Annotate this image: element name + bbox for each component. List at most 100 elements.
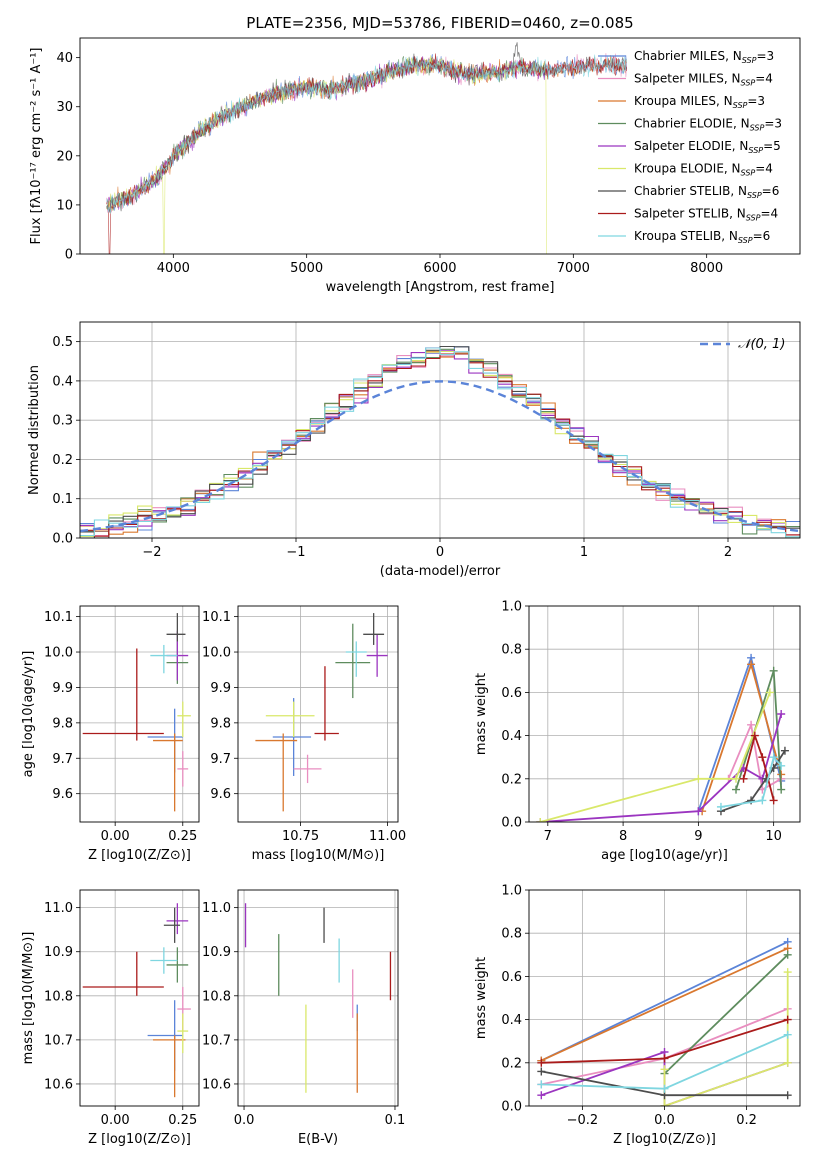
spectrum-line bbox=[106, 55, 627, 213]
y-tick-label: 0.6 bbox=[501, 686, 522, 701]
x-tick-label: 11.00 bbox=[369, 829, 406, 844]
x-axis-label: Z [log10(Z/Z⊙)] bbox=[88, 848, 191, 863]
plot-area bbox=[82, 903, 191, 1098]
legend-label: Kroupa STELIB, NSSP=6 bbox=[634, 229, 770, 245]
weight-marker bbox=[783, 1030, 792, 1039]
y-tick-label: 0.8 bbox=[501, 927, 522, 942]
y-tick-label: 0.5 bbox=[52, 335, 73, 350]
y-tick-label: 0 bbox=[65, 248, 73, 263]
y-tick-label: 10.9 bbox=[202, 945, 231, 960]
legend-label: Salpeter MILES, NSSP=4 bbox=[634, 72, 773, 88]
x-tick-label: 0.00 bbox=[101, 829, 130, 844]
weight-marker bbox=[777, 761, 786, 770]
x-tick-label: 7 bbox=[544, 829, 552, 844]
weight_vs_Z-panel: −0.2 0.0 0.2 0.0 0.2 0.4 0.6 0.8 1.0 Z [log10(Z/Z… bbox=[474, 884, 801, 1147]
weight-marker bbox=[660, 1102, 669, 1106]
x-tick-label: 0 bbox=[436, 545, 444, 560]
weight-marker bbox=[747, 720, 756, 729]
y-axis-label: mass weight bbox=[474, 957, 489, 1039]
y-tick-label: 10 bbox=[56, 198, 73, 213]
legend-label: 𝒩(0, 1) bbox=[738, 337, 785, 352]
axes-frame bbox=[237, 889, 399, 1107]
weight-marker bbox=[769, 666, 778, 675]
weight-marker bbox=[783, 1058, 792, 1067]
weight-marker bbox=[783, 1015, 792, 1024]
y-tick-label: 10.6 bbox=[202, 1077, 231, 1092]
age_vs_Z-panel: 0.00 0.25 9.6 9.7 9.8 9.9 10.0 10.1 Z [log10(Z/Z… bbox=[21, 605, 200, 863]
y-axis-label: Flux [fλ10⁻¹⁷ erg cm⁻² s⁻¹ A⁻¹] bbox=[29, 48, 44, 245]
x-axis-label: wavelength [Angstrom, rest frame] bbox=[326, 280, 555, 295]
weight_vs_age-panel: 7 8 9 10 0.0 0.2 0.4 0.6 0.8 1.0 age [log10(age/yr… bbox=[474, 600, 801, 863]
y-tick-label: 9.9 bbox=[52, 681, 73, 696]
y-axis-label: age [log10(age/yr)] bbox=[21, 651, 36, 778]
plot-area bbox=[244, 903, 392, 1093]
y-tick-label: 10.8 bbox=[202, 989, 231, 1004]
age_vs_mass-panel: 10.75 11.00 9.6 9.7 9.8 9.9 10.0 10.1 mass [log1… bbox=[202, 605, 406, 863]
weight-marker bbox=[769, 753, 778, 762]
y-tick-label: 10.1 bbox=[202, 610, 231, 625]
spectrum-panel: 4000 5000 6000 7000 8000 0 10 20 30 40 wavelength … bbox=[29, 37, 801, 295]
histogram-step bbox=[80, 353, 800, 537]
y-tick-label: 10.7 bbox=[202, 1033, 231, 1048]
plot-area bbox=[106, 42, 627, 254]
axes-frame bbox=[79, 321, 801, 539]
y-tick-label: 11.0 bbox=[202, 901, 231, 916]
weight-marker bbox=[758, 753, 767, 762]
y-tick-label: 0.1 bbox=[52, 492, 73, 507]
spectrum-line bbox=[106, 56, 547, 210]
x-axis-label: mass [log10(M/M⊙)] bbox=[252, 848, 385, 863]
weight-line bbox=[727, 721, 782, 792]
y-tick-label: 9.6 bbox=[210, 787, 231, 802]
y-tick-label: 0.4 bbox=[52, 374, 73, 389]
x-tick-label: 0.0 bbox=[654, 1113, 675, 1128]
y-tick-label: 9.8 bbox=[52, 716, 73, 731]
x-tick-label: 10 bbox=[765, 829, 782, 844]
plot-area bbox=[536, 653, 789, 822]
x-tick-label: 8000 bbox=[690, 261, 723, 276]
x-tick-label: 4000 bbox=[157, 261, 190, 276]
weight-marker bbox=[537, 1080, 546, 1089]
weight-marker bbox=[537, 1058, 546, 1067]
y-tick-label: 30 bbox=[56, 100, 73, 115]
grid bbox=[238, 890, 398, 1106]
x-tick-label: 0.0 bbox=[234, 1113, 255, 1128]
mass_vs_EBV-panel: 0.0 0.1 10.6 10.7 10.8 10.9 11.0 E(B-V) bbox=[202, 889, 406, 1147]
y-axis-label: mass [log10(M/M⊙)] bbox=[21, 932, 36, 1065]
axes-frame bbox=[79, 37, 801, 255]
legend-label: Chabrier ELODIE, NSSP=3 bbox=[634, 117, 782, 133]
spectrum-line bbox=[106, 54, 627, 214]
weight-line bbox=[540, 947, 789, 1062]
y-tick-label: 1.0 bbox=[501, 600, 522, 615]
x-axis-label: E(B-V) bbox=[298, 1132, 338, 1147]
x-tick-label: 8 bbox=[619, 829, 627, 844]
x-tick-label: −0.2 bbox=[567, 1113, 599, 1128]
y-tick-label: 9.7 bbox=[52, 752, 73, 767]
weight-marker bbox=[732, 774, 741, 783]
weight-marker bbox=[777, 785, 786, 794]
weight-marker bbox=[783, 1091, 792, 1100]
weight-marker bbox=[536, 818, 545, 822]
x-tick-label: 10.75 bbox=[282, 829, 319, 844]
weight-marker bbox=[660, 1084, 669, 1093]
y-tick-label: 20 bbox=[56, 149, 73, 164]
x-tick-label: −1 bbox=[286, 545, 305, 560]
y-axis-label: mass weight bbox=[474, 673, 489, 755]
spectrum-line bbox=[106, 53, 627, 254]
weight-line bbox=[720, 755, 782, 808]
x-tick-label: 0.1 bbox=[385, 1113, 406, 1128]
axes-frame bbox=[528, 605, 801, 823]
plot-area bbox=[255, 613, 388, 812]
x-tick-label: 1 bbox=[580, 545, 588, 560]
weight-marker bbox=[780, 746, 789, 755]
y-tick-label: 0.2 bbox=[501, 772, 522, 787]
legend-label: Chabrier MILES, NSSP=3 bbox=[634, 49, 774, 65]
y-tick-label: 10.8 bbox=[44, 989, 73, 1004]
weight-marker bbox=[537, 1091, 546, 1100]
weight-marker bbox=[747, 660, 756, 669]
axes-frame bbox=[79, 605, 200, 823]
weight-marker bbox=[783, 950, 792, 959]
mass_vs_Z-panel: 0.00 0.25 10.6 10.7 10.8 10.9 11.0 Z [log10(Z/Z… bbox=[21, 889, 200, 1147]
legend-label: Salpeter STELIB, NSSP=4 bbox=[634, 207, 778, 223]
y-tick-label: 0.0 bbox=[52, 532, 73, 547]
